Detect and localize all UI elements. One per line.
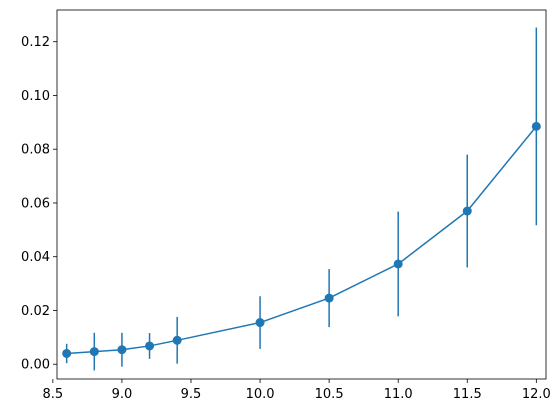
y-tick-label: 0.02: [21, 304, 50, 319]
x-tick-label: 11.5: [453, 387, 482, 402]
x-tick-label: 11.0: [384, 387, 413, 402]
x-tick-label: 8.5: [43, 387, 64, 402]
y-tick-label: 0.06: [21, 196, 50, 211]
y-tick-label: 0.04: [21, 250, 50, 265]
y-tick-label: 0.00: [21, 358, 50, 373]
data-point: [89, 347, 99, 357]
data-point: [255, 318, 265, 328]
data-point: [172, 335, 182, 345]
series-line: [66, 125, 537, 355]
data-point: [145, 341, 155, 351]
x-tick-label: 10.0: [246, 387, 275, 402]
y-tick-label: 0.08: [21, 143, 50, 158]
x-tick-label: 9.0: [112, 387, 133, 402]
x-tick-label: 12.0: [522, 387, 551, 402]
y-tick-label: 0.10: [21, 89, 50, 104]
plot-area: [62, 27, 541, 371]
x-tick-label: 9.5: [181, 387, 202, 402]
data-point: [117, 345, 127, 355]
data-point: [62, 348, 72, 358]
data-point: [531, 121, 541, 131]
axes-frame: [56, 9, 547, 380]
x-tick-label: 10.5: [315, 387, 344, 402]
data-point: [462, 206, 472, 216]
axes: 8.5 9.0 9.5 10.0 10.5 11.0 11.5 12.0 0.00 0.02 0.0…: [21, 9, 551, 402]
data-point: [324, 293, 334, 303]
y-tick-label: 0.12: [21, 35, 50, 50]
data-point: [393, 259, 403, 269]
